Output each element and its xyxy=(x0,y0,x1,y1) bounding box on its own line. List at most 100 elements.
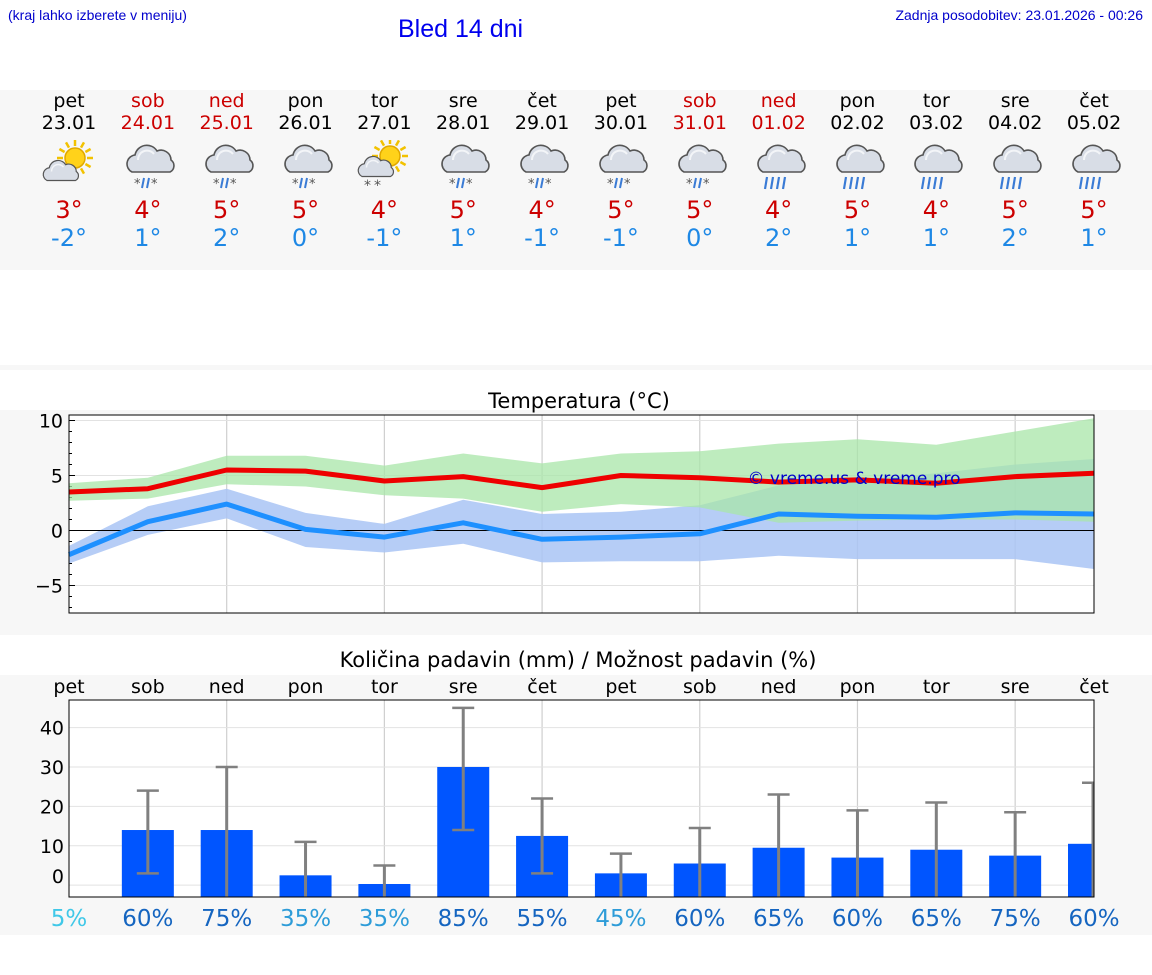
max-temperature: 5° xyxy=(213,196,241,224)
min-temperature: 1° xyxy=(134,224,162,252)
day-name: pon xyxy=(839,90,876,112)
max-temperature: 4° xyxy=(765,196,793,224)
svg-text:*: * xyxy=(545,177,552,192)
max-temperature-point xyxy=(147,488,149,490)
min-temperature: -1° xyxy=(366,224,403,252)
cloud-snow-rain-icon: * * xyxy=(126,144,175,192)
svg-text:*: * xyxy=(134,177,141,192)
precipitation-probability: 65% xyxy=(911,906,962,932)
svg-text:*: * xyxy=(292,177,299,192)
day-forecast: sre 28.01 * * 5° 1° xyxy=(423,90,503,252)
min-temperature-point xyxy=(856,515,858,517)
max-temperature: 4° xyxy=(922,196,950,224)
svg-text:*: * xyxy=(364,178,371,194)
svg-text:*: * xyxy=(703,177,710,192)
day-date: 30.01 xyxy=(593,112,649,134)
day-forecast: sob 31.01 * * 5° 0° xyxy=(660,90,740,252)
precipitation-day-label: pet xyxy=(605,676,636,698)
precipitation-day-label: ned xyxy=(209,676,245,698)
day-name: tor xyxy=(370,90,398,112)
max-temperature-point xyxy=(226,469,228,471)
day-name: pet xyxy=(605,90,637,112)
day-date: 26.01 xyxy=(278,112,333,134)
max-temperature-point xyxy=(699,477,701,479)
day-forecast: sre 04.02 5° 2° xyxy=(975,90,1055,252)
chart-watermark: © vreme.us & vreme.pro xyxy=(747,469,960,489)
day-forecast: ned 25.01 * * 5° 2° xyxy=(187,90,267,252)
temperature-chart-title: Temperatura (°C) xyxy=(487,389,670,413)
day-date: 24.01 xyxy=(120,112,176,134)
day-forecast: sob 24.01 * * 4° 1° xyxy=(108,90,188,252)
min-temperature-point xyxy=(383,536,385,538)
max-temperature: 3° xyxy=(55,196,83,224)
temperature-y-tick-label: 5 xyxy=(51,466,63,488)
min-temperature: 1° xyxy=(922,224,950,252)
svg-text:*: * xyxy=(528,177,535,192)
day-forecast: ned 01.02 4° 2° xyxy=(739,90,819,252)
day-forecast: pon 02.02 5° 1° xyxy=(818,90,898,252)
max-temperature-point xyxy=(620,475,622,476)
precipitation-day-label: sre xyxy=(449,676,478,698)
day-forecast: pet 23.01 3° -2° xyxy=(29,90,109,252)
day-name: čet xyxy=(527,90,557,112)
day-date: 31.01 xyxy=(672,112,727,134)
precipitation-probability: 65% xyxy=(753,906,804,932)
svg-text:*: * xyxy=(213,177,220,192)
cloud-snow-rain-icon: * * xyxy=(441,144,490,192)
precipitation-y-tick-label: 30 xyxy=(40,757,64,779)
cloud-rain-icon xyxy=(835,144,885,190)
precipitation-probability: 35% xyxy=(280,906,331,932)
last-updated: Zadnja posodobitev: 23.01.2026 - 00:26 xyxy=(895,7,1143,23)
svg-text:*: * xyxy=(230,177,237,192)
max-temperature: 4° xyxy=(370,196,399,224)
max-temperature-point xyxy=(856,479,858,481)
day-forecast: pet 30.01 * * 5° -1° xyxy=(581,90,661,252)
day-date: 02.02 xyxy=(830,112,885,134)
max-temperature: 5° xyxy=(1001,196,1029,224)
svg-text:*: * xyxy=(607,177,614,192)
min-temperature: -1° xyxy=(524,224,561,252)
precipitation-y-tick-label: 10 xyxy=(40,836,64,858)
day-date: 29.01 xyxy=(514,112,570,134)
day-forecast: čet 05.02 5° 1° xyxy=(1054,90,1134,252)
precipitation-day-label: pon xyxy=(288,676,324,698)
temperature-y-tick-label: −5 xyxy=(35,576,63,598)
day-date: 04.02 xyxy=(987,112,1043,134)
min-temperature: 0° xyxy=(686,224,714,252)
precipitation-day-label: pet xyxy=(53,676,84,698)
location-hint: (kraj lahko izberete v meniju) xyxy=(8,7,187,23)
day-date: 27.01 xyxy=(357,112,412,134)
max-temperature-point xyxy=(778,481,780,483)
max-temperature: 5° xyxy=(1080,196,1108,224)
min-temperature-point xyxy=(620,536,622,538)
precipitation-plot-frame xyxy=(68,699,1095,898)
max-temperature: 5° xyxy=(291,196,320,224)
temperature-y-tick-label: 0 xyxy=(51,521,63,543)
precipitation-chart-title: Količina padavin (mm) / Možnost padavin … xyxy=(340,648,817,672)
day-name: čet xyxy=(1079,90,1109,112)
svg-text:*: * xyxy=(686,177,693,192)
min-temperature-point xyxy=(699,533,701,535)
cloud-snow-rain-icon: * * xyxy=(678,144,727,192)
day-date: 03.02 xyxy=(909,112,964,134)
day-date: 05.02 xyxy=(1066,112,1122,134)
max-temperature-point xyxy=(541,487,543,489)
day-name: pet xyxy=(53,90,85,112)
precipitation-y-tick-label: 40 xyxy=(40,718,64,740)
min-temperature-point xyxy=(226,503,228,505)
day-forecast: tor 03.02 4° 1° xyxy=(896,90,976,252)
max-temperature-point xyxy=(1014,476,1016,478)
temperature-y-tick-label: 10 xyxy=(39,411,63,433)
day-date: 25.01 xyxy=(199,112,254,134)
precipitation-probability: 35% xyxy=(359,906,410,932)
min-temperature: 1° xyxy=(449,224,477,252)
cloud-rain-icon xyxy=(1072,144,1121,190)
precipitation-probability: 45% xyxy=(595,906,646,932)
day-name: sob xyxy=(131,90,165,112)
precipitation-day-label: ned xyxy=(761,676,797,698)
max-temperature: 5° xyxy=(686,196,714,224)
min-temperature-point xyxy=(1014,512,1016,514)
precipitation-day-label: sob xyxy=(683,676,717,698)
min-temperature-point xyxy=(462,522,464,524)
panel-divider xyxy=(0,365,1152,370)
